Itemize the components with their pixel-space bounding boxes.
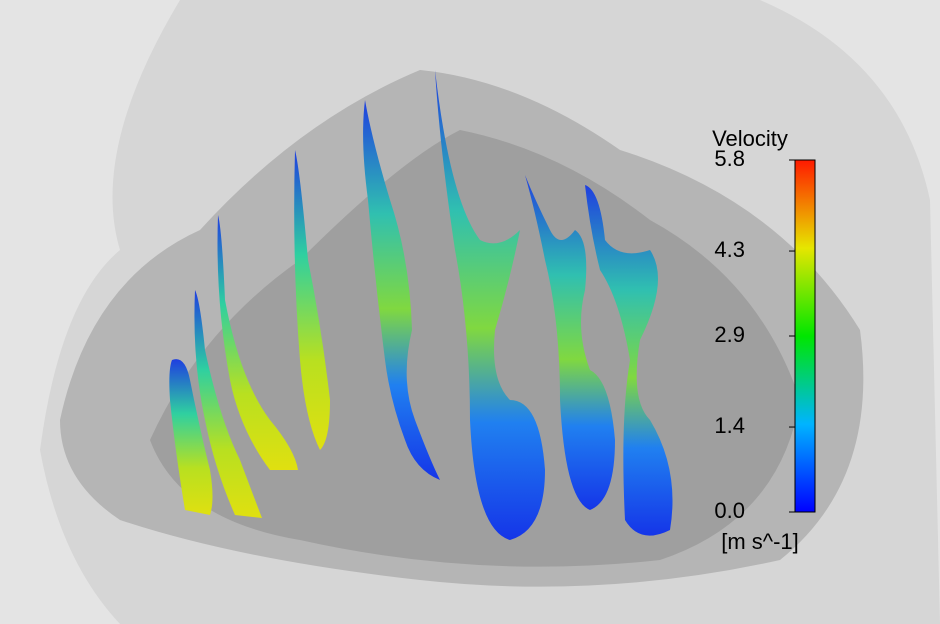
tick-label: 2.9 (714, 322, 745, 347)
tick-label: 0.0 (714, 498, 745, 523)
tick-label: 4.3 (714, 237, 745, 262)
colorbar-unit: [m s^-1] (721, 529, 799, 554)
colorbar (795, 160, 815, 512)
tick-label: 1.4 (714, 413, 745, 438)
visualization: Velocity [m s^-1] 0.01.42.94.35.8 (0, 0, 940, 624)
tick-label: 5.8 (714, 146, 745, 171)
